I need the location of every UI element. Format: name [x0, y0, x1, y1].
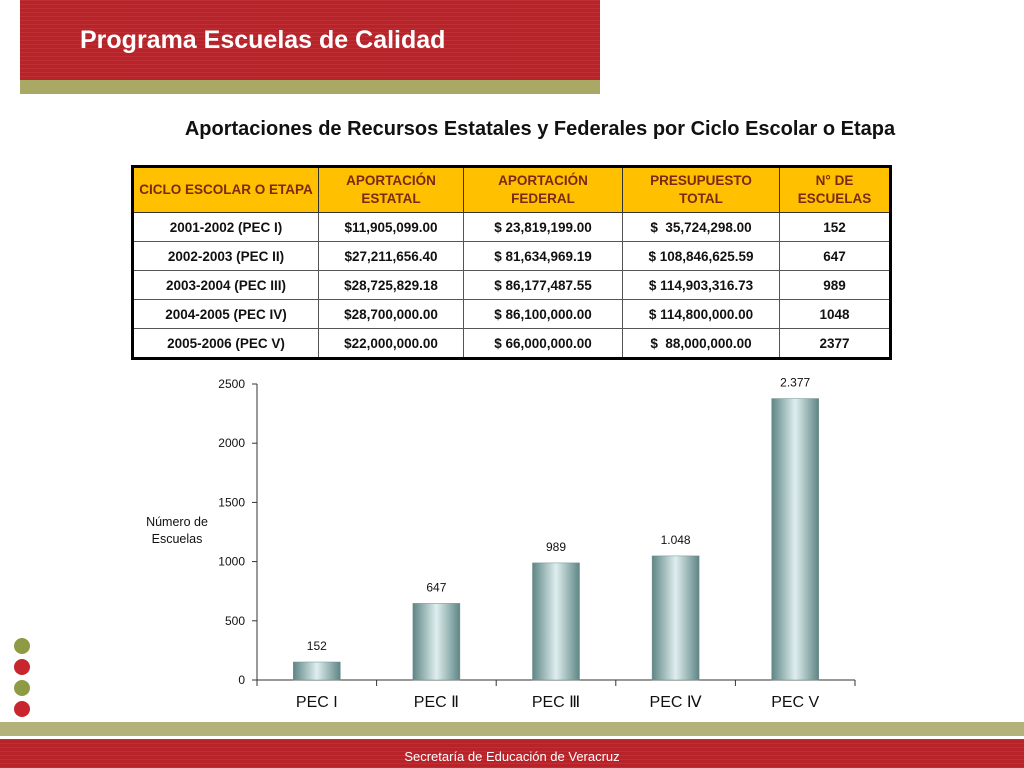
cell-total: $ 114,800,000.00	[622, 299, 780, 329]
cell-escuelas: 152	[779, 212, 891, 242]
y-tick-label: 1000	[218, 555, 245, 569]
y-tick-label: 0	[238, 673, 245, 687]
cell-estatal: $11,905,099.00	[318, 212, 464, 242]
olive-dot-icon	[14, 680, 30, 696]
cell-ciclo: 2002-2003 (PEC II)	[132, 241, 319, 271]
bar	[651, 555, 700, 681]
cell-escuelas: 1048	[779, 299, 891, 329]
cell-total: $ 88,000,000.00	[622, 328, 780, 359]
y-tick-label: 2000	[218, 436, 245, 450]
cell-estatal: $22,000,000.00	[318, 328, 464, 359]
funding-table: CICLO ESCOLAR O ETAPA APORTACIÓN ESTATAL…	[131, 165, 892, 360]
cell-total: $ 108,846,625.59	[622, 241, 780, 271]
data-label: 152	[307, 639, 327, 653]
cell-federal: $ 66,000,000.00	[463, 328, 623, 359]
table-row: 2002-2003 (PEC II) $27,211,656.40 $ 81,6…	[132, 241, 891, 271]
table-row: 2001-2002 (PEC I) $11,905,099.00 $ 23,81…	[132, 212, 891, 242]
header-title: Programa Escuelas de Calidad	[80, 26, 446, 54]
cell-escuelas: 2377	[779, 328, 891, 359]
cell-ciclo: 2001-2002 (PEC I)	[132, 212, 319, 242]
cell-federal: $ 86,177,487.55	[463, 270, 623, 300]
header-federal: APORTACIÓN FEDERAL	[463, 166, 623, 213]
x-tick-label: PEC V	[771, 694, 819, 711]
data-label: 2.377	[780, 376, 810, 390]
cell-estatal: $28,700,000.00	[318, 299, 464, 329]
data-label: 989	[546, 540, 566, 554]
olive-dot-icon	[14, 638, 30, 654]
header-accent-bar	[20, 80, 600, 94]
bar	[412, 603, 461, 681]
footer-text: Secretaría de Educación de Veracruz	[404, 749, 620, 764]
bar	[532, 562, 580, 681]
bar	[771, 398, 819, 681]
table-row: 2004-2005 (PEC IV) $28,700,000.00 $ 86,1…	[132, 299, 891, 329]
footer-accent-bar	[0, 722, 1024, 736]
data-label: 647	[426, 580, 446, 594]
decorative-dots	[14, 638, 30, 722]
slide-title: Aportaciones de Recursos Estatales y Fed…	[184, 118, 896, 140]
cell-federal: $ 81,634,969.19	[463, 241, 623, 271]
table-header-row: CICLO ESCOLAR O ETAPA APORTACIÓN ESTATAL…	[132, 166, 891, 213]
y-tick-label: 500	[225, 614, 245, 628]
x-tick-label: PEC Ⅳ	[650, 694, 702, 711]
footer-band	[0, 739, 1024, 768]
header-band	[20, 0, 600, 80]
x-tick-label: PEC Ⅲ	[532, 694, 580, 711]
y-axis-label: Número de	[146, 515, 208, 529]
cell-ciclo: 2004-2005 (PEC IV)	[132, 299, 319, 329]
y-tick-label: 1500	[218, 495, 245, 509]
y-tick-label: 2500	[218, 377, 245, 391]
table-row: 2005-2006 (PEC V) $22,000,000.00 $ 66,00…	[132, 328, 891, 359]
cell-federal: $ 23,819,199.00	[463, 212, 623, 242]
data-label: 1.048	[661, 533, 691, 547]
x-tick-label: PEC Ⅱ	[414, 694, 459, 711]
header-total: PRESUPUESTO TOTAL	[622, 166, 780, 213]
cell-ciclo: 2005-2006 (PEC V)	[132, 328, 319, 359]
y-axis-label: Escuelas	[152, 532, 203, 546]
cell-total: $ 35,724,298.00	[622, 212, 780, 242]
red-dot-icon	[14, 701, 30, 717]
header-escuelas: N° DE ESCUELAS	[779, 166, 891, 213]
header-estatal: APORTACIÓN ESTATAL	[318, 166, 464, 213]
red-dot-icon	[14, 659, 30, 675]
bar	[293, 661, 341, 681]
x-tick-label: PEC I	[296, 694, 338, 711]
